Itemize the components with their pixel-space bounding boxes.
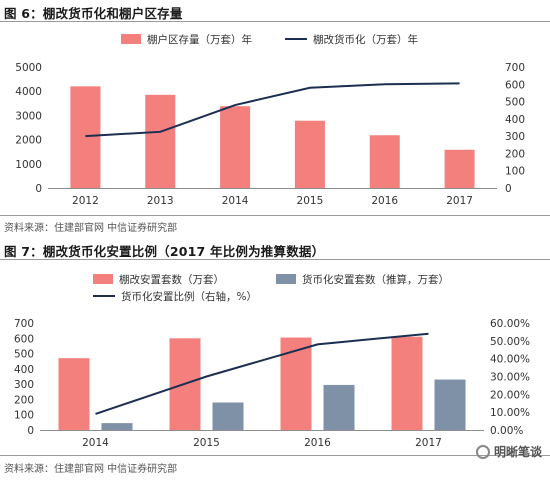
legend-label-monetized: 货币化安置套数（推算，万套） <box>302 273 449 286</box>
bar-monetized-2015 <box>212 402 244 430</box>
watermark: 明晰笔谈 <box>475 443 542 460</box>
chart-housing-stock: 棚户区存量（万套）年 棚改货币化（万套）年01000200030004000500… <box>15 33 525 207</box>
bar-stock-2014 <box>220 106 251 188</box>
y-left-tick-label: 100 <box>14 410 34 422</box>
y-right-tick-label: 100 <box>505 166 525 178</box>
y-right-tick-label: 40.00% <box>490 354 530 366</box>
legend-label-resettled: 棚改安置套数（万套） <box>119 273 224 286</box>
y-right-tick-label: 30.00% <box>490 372 530 384</box>
bar-monetized-2014 <box>101 423 133 430</box>
figure-6-bottom-rule <box>0 215 550 216</box>
y-right-tick-label: 20.00% <box>490 389 530 401</box>
legend-swatch-monetized <box>276 274 296 284</box>
wechat-icon <box>475 444 490 459</box>
y-left-tick-label: 700 <box>14 318 34 330</box>
watermark-text: 明晰笔谈 <box>493 445 542 459</box>
bar-stock-2013 <box>145 94 176 188</box>
y-right-tick-label: 200 <box>505 148 525 160</box>
x-tick-label: 2014 <box>82 437 109 449</box>
x-tick-label: 2014 <box>222 195 249 207</box>
legend-swatch-stock <box>121 34 141 44</box>
bar-stock-2012 <box>70 86 101 188</box>
y-left-tick-label: 0 <box>35 183 42 195</box>
y-left-tick-label: 3000 <box>15 110 42 122</box>
legend-swatch-resettled <box>93 274 113 284</box>
y-right-tick-label: 10.00% <box>490 407 530 419</box>
y-left-tick-label: 500 <box>14 349 34 361</box>
legend-label-ratio: 货币化安置比例（右轴，%） <box>121 290 257 303</box>
y-right-tick-label: 600 <box>505 79 525 91</box>
y-left-tick-label: 0 <box>27 425 34 437</box>
y-left-tick-label: 200 <box>14 394 34 406</box>
x-tick-label: 2016 <box>304 437 331 449</box>
legend-label-monetized: 棚改货币化（万套）年 <box>313 33 418 46</box>
figure-6-source: 资料来源：住建部官网 中信证券研究部 <box>4 223 178 234</box>
y-left-tick-label: 600 <box>14 333 34 345</box>
figure-7-source: 资料来源：住建部官网 中信证券研究部 <box>4 464 178 475</box>
y-left-tick-label: 4000 <box>15 86 42 98</box>
y-right-tick-label: 50.00% <box>490 336 530 348</box>
x-tick-label: 2017 <box>446 195 473 207</box>
x-tick-label: 2017 <box>415 437 442 449</box>
figure-7-title-rule <box>0 259 550 260</box>
bar-resettled-2014 <box>58 358 90 430</box>
y-right-tick-label: 500 <box>505 97 525 109</box>
figure-6-title: 图 6：棚改货币化和棚户区存量 <box>4 6 183 21</box>
bar-stock-2016 <box>369 135 400 188</box>
x-tick-label: 2012 <box>72 195 99 207</box>
bar-resettled-2017 <box>391 336 423 430</box>
x-tick-label: 2013 <box>147 195 174 207</box>
y-right-tick-label: 0 <box>505 183 512 195</box>
y-left-tick-label: 1000 <box>15 159 42 171</box>
chart-resettlement: 棚改安置套数（万套） 货币化安置套数（推算，万套） 货币化安置比例（右轴，%） 0 10… <box>14 273 530 449</box>
x-tick-label: 2015 <box>193 437 220 449</box>
y-left-tick-label: 2000 <box>15 135 42 147</box>
y-left-tick-label: 400 <box>14 364 34 376</box>
x-tick-label: 2016 <box>371 195 398 207</box>
y-right-tick-label: 0.00% <box>490 425 523 437</box>
y-left-tick-label: 5000 <box>15 62 42 74</box>
legend-label-stock: 棚户区存量（万套）年 <box>147 33 252 46</box>
y-right-tick-label: 700 <box>505 62 525 74</box>
y-right-tick-label: 400 <box>505 114 525 126</box>
y-left-tick-label: 300 <box>14 379 34 391</box>
bar-stock-2015 <box>294 120 325 188</box>
bar-stock-2017 <box>444 149 475 188</box>
x-tick-label: 2015 <box>297 195 324 207</box>
figure-7-bottom-rule <box>0 455 550 456</box>
y-right-tick-label: 300 <box>505 131 525 143</box>
y-right-tick-label: 60.00% <box>490 318 530 330</box>
figure-6-title-rule <box>0 21 550 22</box>
line-monetized <box>85 82 460 138</box>
figure-7-title: 图 7：棚改货币化安置比例（2017 年比例为推算数据） <box>4 244 325 259</box>
line-monetization-ratio <box>95 332 429 415</box>
bar-monetized-2016 <box>323 384 355 430</box>
bar-monetized-2017 <box>434 379 466 430</box>
